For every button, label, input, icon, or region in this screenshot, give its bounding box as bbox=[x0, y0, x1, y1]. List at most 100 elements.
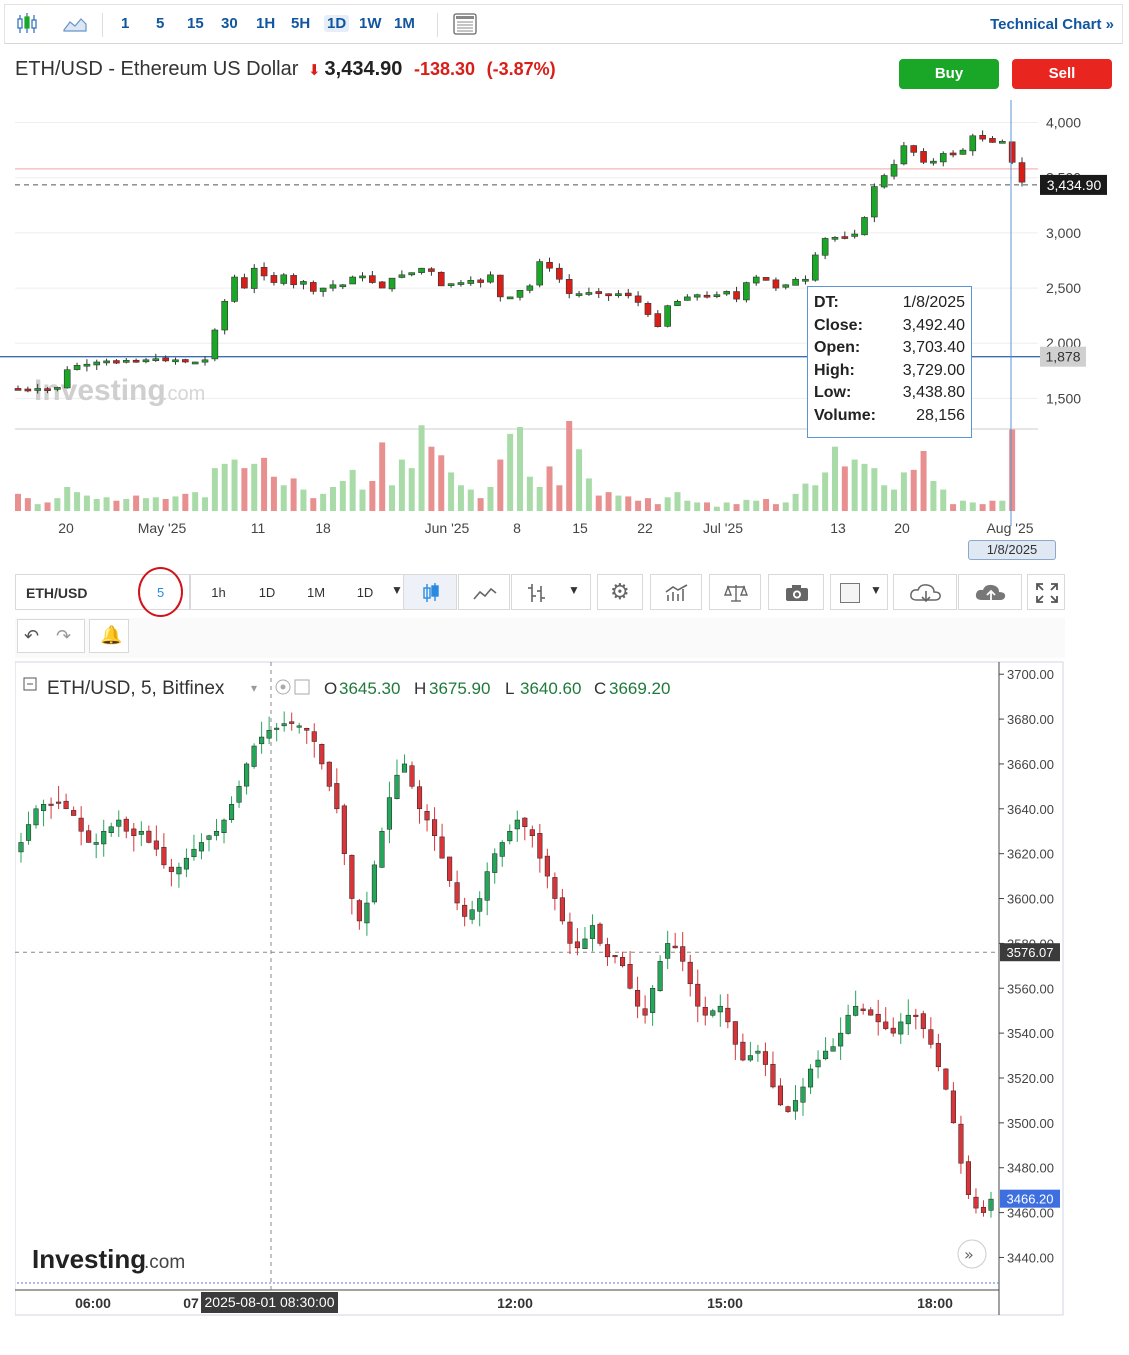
technical-chart-link[interactable]: Technical Chart » bbox=[990, 16, 1114, 33]
candle-body bbox=[236, 786, 242, 803]
redo-icon[interactable]: ↷ bbox=[56, 626, 72, 646]
volume-bar bbox=[615, 495, 622, 511]
legend-settings-icon[interactable] bbox=[294, 679, 310, 695]
volume-bar bbox=[674, 492, 681, 511]
candle-body bbox=[25, 824, 32, 841]
indicators-button[interactable] bbox=[650, 574, 702, 610]
y-tick-label: 3,000 bbox=[1046, 225, 1081, 241]
volume-bar bbox=[428, 446, 435, 511]
candle-body bbox=[398, 274, 406, 278]
candle-body bbox=[349, 276, 356, 285]
candle-body bbox=[142, 359, 150, 363]
settings-button[interactable]: ⚙ bbox=[597, 574, 643, 610]
candle-body bbox=[231, 276, 238, 302]
candle-body bbox=[93, 361, 101, 366]
candle-body bbox=[101, 830, 107, 845]
x-tick-label: 13 bbox=[830, 520, 846, 536]
interval-1m-button[interactable]: 1M bbox=[306, 585, 326, 600]
ohlc-tooltip: DT: 1/8/2025 Close: 3,492.40 Open: 3,703.40 Hi… bbox=[807, 286, 972, 438]
timeframe-5h[interactable]: 5H bbox=[291, 15, 311, 32]
legend-o-label: O bbox=[324, 679, 337, 698]
interval-1d-button[interactable]: 1D bbox=[258, 585, 276, 600]
buy-button[interactable]: Buy bbox=[899, 59, 999, 89]
timeframe-1d[interactable]: 1D bbox=[324, 15, 350, 32]
candle-body bbox=[830, 1046, 836, 1052]
candle-body bbox=[979, 134, 986, 140]
load-chart-button[interactable] bbox=[893, 574, 957, 610]
timeframe-30[interactable]: 30 bbox=[221, 15, 238, 32]
background-color-button[interactable]: ▼ bbox=[830, 574, 888, 610]
x-tick-label: 18:00 bbox=[917, 1295, 953, 1311]
candle-body bbox=[300, 281, 307, 285]
volume-bar bbox=[507, 433, 514, 511]
x-tick-label: 8 bbox=[513, 520, 521, 536]
candle-body bbox=[702, 1006, 708, 1016]
candle-body bbox=[792, 1100, 799, 1112]
timeframe-1w[interactable]: 1W bbox=[359, 15, 382, 32]
dropdown-arrow-icon[interactable]: ▼ bbox=[568, 583, 580, 597]
candle-body bbox=[574, 941, 580, 949]
line-style-button[interactable] bbox=[458, 574, 510, 610]
candle-body bbox=[959, 149, 967, 155]
candlestick-icon[interactable] bbox=[15, 12, 41, 36]
table-view-icon[interactable] bbox=[452, 12, 478, 36]
timeframe-15[interactable]: 15 bbox=[187, 15, 204, 32]
screenshot-button[interactable] bbox=[768, 574, 824, 610]
area-chart-icon[interactable] bbox=[62, 14, 88, 34]
candle-body bbox=[802, 278, 809, 282]
dropdown-arrow-icon[interactable]: ▼ bbox=[391, 583, 403, 597]
compare-button[interactable] bbox=[709, 574, 761, 610]
timeframe-5[interactable]: 5 bbox=[156, 15, 165, 32]
candle-body bbox=[447, 283, 455, 286]
daily-candlestick-chart[interactable]: 1,5002,0002,5003,0003,5004,000Investing.… bbox=[0, 96, 1129, 536]
candle-body bbox=[206, 835, 212, 840]
candle-body bbox=[595, 291, 603, 294]
candle-body bbox=[183, 857, 189, 870]
timeframe-1m[interactable]: 1M bbox=[394, 15, 415, 32]
chart-pane bbox=[15, 661, 1064, 1316]
scroll-to-realtime-button[interactable] bbox=[957, 1239, 987, 1269]
eye-icon-pupil bbox=[280, 684, 286, 690]
candle-body bbox=[522, 817, 528, 828]
candle-body bbox=[537, 833, 543, 859]
volume-bar bbox=[644, 498, 651, 511]
candle-body bbox=[823, 1050, 829, 1060]
candle-body bbox=[841, 236, 849, 239]
candle-body bbox=[665, 943, 671, 959]
volume-bar bbox=[753, 500, 760, 511]
candle-body bbox=[898, 1021, 904, 1035]
crosshair-price-badge bbox=[1000, 943, 1060, 962]
volume-bar bbox=[74, 492, 81, 511]
watermark-suffix: .com bbox=[162, 383, 205, 405]
y-tick-label: 3600.00 bbox=[1007, 892, 1054, 907]
volume-bar bbox=[123, 499, 130, 511]
undo-icon[interactable]: ↶ bbox=[24, 626, 40, 646]
legend-dropdown-icon[interactable]: ▾ bbox=[251, 681, 257, 695]
candle-body bbox=[201, 359, 209, 363]
candle-body bbox=[605, 293, 612, 297]
tooltip-row: Open: 3,703.40 bbox=[814, 337, 965, 360]
timeframe-1h[interactable]: 1H bbox=[256, 15, 276, 32]
candle-body bbox=[989, 138, 996, 143]
intraday-candlestick-chart[interactable]: 3440.00 3460.00 3480.00 3500.00 3520.00 3540.… bbox=[15, 620, 1065, 1320]
x-tick-label: 22 bbox=[637, 520, 653, 536]
candle-body bbox=[388, 277, 396, 290]
interval-1d-alt-button[interactable]: 1D bbox=[356, 585, 374, 600]
timeframe-1[interactable]: 1 bbox=[121, 15, 130, 32]
volume-bar bbox=[310, 498, 317, 511]
candle-body bbox=[684, 296, 691, 301]
candle-body bbox=[71, 810, 77, 816]
volume-bar bbox=[339, 481, 346, 511]
candle-body bbox=[582, 938, 588, 949]
dropdown-arrow-icon[interactable]: ▼ bbox=[870, 583, 882, 597]
candles-style-button[interactable] bbox=[403, 574, 457, 610]
alert-button[interactable]: 🔔 bbox=[89, 619, 129, 653]
save-chart-button[interactable] bbox=[958, 574, 1022, 610]
fullscreen-button[interactable] bbox=[1027, 574, 1065, 610]
candle-body bbox=[334, 783, 340, 810]
sell-button[interactable]: Sell bbox=[1012, 59, 1112, 89]
volume-bar bbox=[576, 449, 583, 511]
bars-style-button[interactable]: ▼ bbox=[511, 574, 591, 610]
candle-body bbox=[309, 282, 317, 292]
interval-1h-button[interactable]: 1h bbox=[211, 585, 226, 600]
